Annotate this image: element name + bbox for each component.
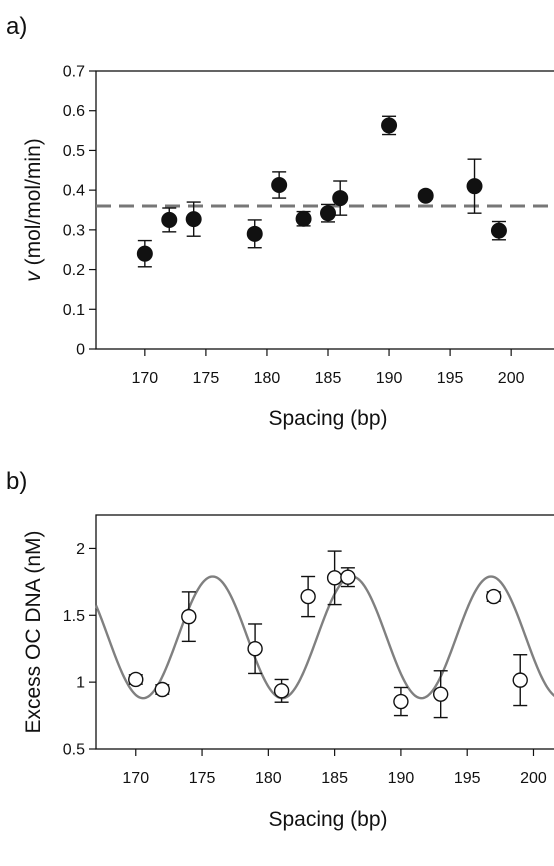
marker [340, 569, 356, 585]
chart-b: 0.5 1 1.5 2 170 175 180 185 190 195 200 Spacing (bp… [22, 514, 554, 831]
y-axis-units: (mol/mol/min) [22, 138, 45, 265]
y-tick-label: 2 [76, 541, 85, 558]
x-axis-title: Spacing (bp) [268, 407, 387, 430]
data-point-4 [271, 171, 288, 199]
y-tick-label: 0 [76, 342, 85, 359]
y-axis-title: v (mol/mol/min) [22, 138, 45, 282]
data-point-9 [432, 670, 449, 719]
marker [161, 211, 178, 228]
y-axis-title: Excess OC DNA (nM) [22, 530, 45, 733]
data-point-0 [128, 671, 144, 688]
data-point-4 [273, 678, 290, 703]
marker [247, 641, 263, 657]
marker [273, 683, 290, 699]
y-tick-label: 1.5 [63, 608, 85, 625]
y-tick-label: 0.7 [63, 64, 85, 81]
y-tick-label: 0.3 [63, 222, 85, 239]
x-tick-label: 180 [254, 370, 281, 387]
marker [490, 222, 507, 239]
marker [320, 205, 336, 222]
y-tick-label: 0.5 [63, 742, 85, 759]
data-point-1 [161, 207, 178, 233]
marker [295, 210, 312, 227]
data-point-8 [393, 686, 409, 717]
y-tick-label: 0.1 [63, 302, 85, 319]
x-tick-label: 180 [255, 770, 282, 787]
data-point-10 [466, 158, 483, 214]
plot-frame [95, 514, 554, 750]
data-point-9 [417, 187, 434, 204]
x-tick-label: 175 [189, 770, 216, 787]
marker [181, 608, 197, 625]
x-tick-label: 170 [131, 370, 158, 387]
y-tick-label: 0.5 [63, 143, 85, 160]
data-point-5 [300, 575, 316, 618]
y-axis-symbol: v [22, 270, 45, 282]
marker [381, 117, 398, 134]
data-point-3 [247, 623, 263, 675]
data-point-7 [332, 180, 349, 216]
chart-a: 0 0.1 0.2 0.3 0.4 0.5 0.6 0.7 170 175 180 185 190 195… [22, 64, 554, 430]
marker [128, 671, 144, 688]
marker [185, 211, 202, 228]
y-tick-label: 1 [76, 675, 85, 692]
data-point-8 [381, 115, 398, 136]
x-axis-title: Spacing (bp) [268, 808, 387, 831]
x-tick-label: 190 [388, 770, 415, 787]
x-tick-label: 200 [520, 770, 547, 787]
marker [332, 190, 349, 207]
data-point-1 [154, 681, 170, 698]
x-tick-label: 170 [122, 770, 149, 787]
data-point-11 [512, 654, 528, 707]
data-point-2 [181, 591, 197, 643]
x-tick-label: 185 [315, 370, 342, 387]
data-point-7 [340, 567, 356, 588]
data-point-0 [136, 239, 153, 268]
x-tick-label: 195 [437, 370, 464, 387]
x-tick-label: 190 [376, 370, 403, 387]
marker [246, 225, 263, 242]
data-point-3 [246, 219, 263, 249]
y-tick-label: 0.6 [63, 103, 85, 120]
fit-curve [94, 575, 554, 700]
y-tick-label: 0.2 [63, 262, 85, 279]
x-tick-label: 195 [454, 770, 481, 787]
marker [271, 176, 288, 193]
data-point-5 [295, 210, 312, 227]
marker [154, 681, 170, 698]
x-tick-label: 185 [321, 770, 348, 787]
data-point-2 [185, 201, 202, 237]
marker [300, 588, 316, 605]
data-point-10 [486, 588, 502, 605]
data-point-6 [320, 203, 336, 223]
y-tick-label: 0.4 [63, 183, 85, 200]
marker [326, 570, 343, 586]
marker [512, 672, 528, 688]
data-point-11 [490, 220, 507, 241]
marker [466, 178, 483, 195]
panel-b-label: b) [6, 468, 27, 495]
panel-a-label: a) [6, 13, 27, 40]
marker [417, 187, 434, 204]
marker [136, 245, 153, 262]
x-tick-label: 175 [193, 370, 220, 387]
data-point-6 [326, 550, 343, 606]
marker [393, 693, 409, 710]
x-tick-label: 200 [498, 370, 525, 387]
marker [432, 686, 449, 702]
marker [486, 588, 502, 605]
